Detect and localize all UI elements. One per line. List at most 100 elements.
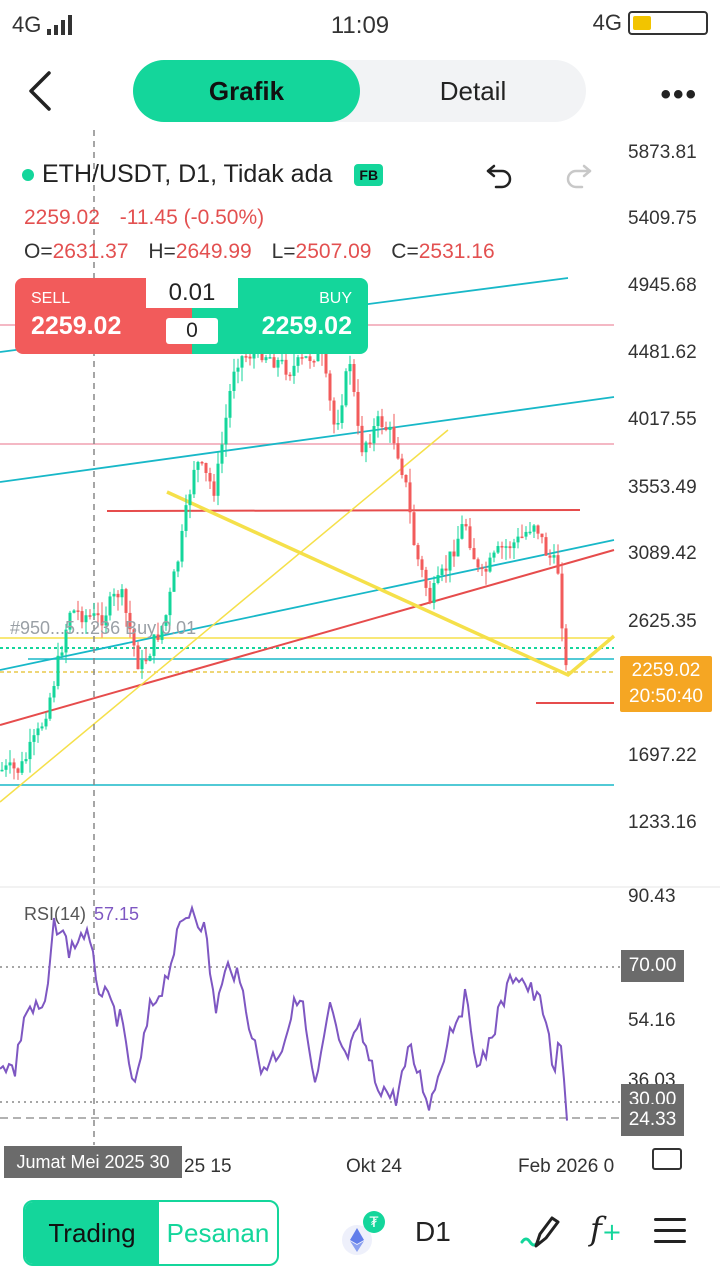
rsi-axis-label: 54.16 [628, 1010, 676, 1031]
back-button[interactable] [20, 68, 60, 114]
buy-button[interactable]: BUY 2259.02 [192, 278, 368, 354]
battery-icon [628, 11, 708, 35]
status-bar: 4G 11:09 4G [0, 0, 720, 50]
price-axis-label: 5409.75 [628, 208, 697, 229]
chart-area[interactable]: ETH/USDT, D1, Tidak ada FB 2259.02 -11.4… [0, 130, 720, 1180]
more-options-button[interactable]: ••• [660, 78, 698, 111]
candle-body [16, 768, 20, 773]
candle-body [92, 613, 96, 616]
candle-body [180, 530, 184, 562]
high-label: H= [148, 240, 176, 263]
candle-body [304, 356, 308, 358]
lot-size-input[interactable]: 0.01 [146, 278, 238, 308]
bottom-toolbar: Trading Pesanan ₮ D1 f+ [0, 1188, 720, 1280]
candle-body [152, 634, 156, 656]
x-axis-label: Feb 2026 0 [518, 1156, 615, 1177]
position-label[interactable]: #950...5...236 Buy 0.01 [10, 618, 197, 638]
candle-body [352, 364, 356, 392]
candle-body [292, 365, 296, 376]
candle-body [156, 634, 160, 640]
fullscreen-icon[interactable] [652, 1148, 682, 1170]
tab-trading[interactable]: Trading [25, 1202, 159, 1264]
candle-body [184, 505, 188, 531]
candle-body [160, 625, 164, 640]
candle-body [552, 555, 556, 558]
plus-icon: + [601, 1218, 622, 1246]
candle-body [276, 360, 280, 368]
candle-body [376, 416, 380, 427]
candle-body [288, 374, 292, 377]
redo-button[interactable] [562, 158, 594, 195]
signal-left: 4G [12, 12, 73, 38]
view-switch: Grafik Detail [133, 60, 586, 122]
open-label: O= [24, 240, 53, 263]
candle-body [212, 481, 216, 496]
symbol-switch-button[interactable]: ₮ [340, 1210, 386, 1256]
candle-body [312, 361, 316, 363]
quantity-field[interactable]: 0 [166, 318, 218, 344]
candle-body [216, 463, 220, 496]
candle-body [556, 555, 560, 574]
candle-body [560, 573, 564, 629]
candle-body [412, 512, 416, 546]
level-line-red-1 [106, 509, 581, 512]
low-label: L= [271, 240, 296, 263]
timeframe-button[interactable]: D1 [415, 1216, 451, 1247]
candle-body [220, 444, 224, 464]
candle-body [436, 575, 440, 584]
drawing-tool-button[interactable] [518, 1212, 560, 1257]
crosshair-date-tag: Jumat Mei 2025 30 [4, 1146, 182, 1178]
candle-body [340, 405, 344, 423]
candle-body [520, 536, 524, 539]
pen-draw-icon [520, 1216, 560, 1248]
buy-label: BUY [319, 290, 352, 307]
candle-body [408, 482, 412, 513]
signal-icon [47, 15, 73, 35]
trendline-red [0, 549, 615, 726]
trendline-yellow-thin [0, 429, 449, 803]
price-axis-label: 4945.68 [628, 275, 697, 296]
undo-button[interactable] [484, 158, 516, 195]
candle-body [232, 371, 236, 391]
candle-body [48, 697, 52, 719]
candle-body [72, 610, 76, 613]
candle-body [8, 762, 12, 766]
candle-body [360, 425, 364, 453]
candle-body [0, 769, 4, 772]
candle-body [380, 416, 384, 428]
candle-body [424, 569, 428, 588]
candle-body [388, 426, 392, 430]
trendline-cyan-low [0, 539, 615, 671]
menu-icon[interactable] [654, 1218, 686, 1244]
candle-body [284, 359, 288, 375]
last-price: 2259.02 [24, 206, 100, 229]
current-price-tag: 2259.02 20:50:40 [620, 656, 712, 712]
trendline-yellow-wedge [166, 490, 616, 678]
candle-body [20, 761, 24, 773]
candle-body [140, 659, 144, 670]
fb-badge: FB [354, 163, 384, 186]
tab-detail[interactable]: Detail [439, 75, 507, 106]
candle-body [484, 569, 488, 572]
candle-body [200, 461, 204, 464]
candle-body [348, 364, 352, 372]
candle-body [508, 546, 512, 549]
sell-label: SELL [31, 290, 71, 307]
candle-body [24, 759, 28, 762]
price-axis-label: 1233.16 [628, 812, 697, 833]
rsi-indicator-label[interactable]: RSI(14) 57.15 [24, 904, 139, 925]
trendline-cyan-mid [0, 396, 615, 483]
candle-body [500, 546, 504, 548]
candle-body [472, 548, 476, 560]
symbol-label: ETH/USDT, D1, Tidak ada [42, 160, 333, 188]
market-open-dot [22, 168, 34, 181]
bar-countdown: 20:50:40 [629, 686, 703, 707]
candle-body [32, 735, 36, 742]
tab-chart[interactable]: Grafik [133, 60, 360, 122]
candle-body [112, 593, 116, 597]
tab-orders[interactable]: Pesanan [166, 1217, 270, 1248]
indicator-button[interactable]: f+ [590, 1210, 622, 1248]
one-click-trade-panel: SELL 2259.02 BUY 2259.02 [15, 278, 368, 354]
candle-body [400, 458, 404, 475]
candle-body [128, 612, 132, 630]
